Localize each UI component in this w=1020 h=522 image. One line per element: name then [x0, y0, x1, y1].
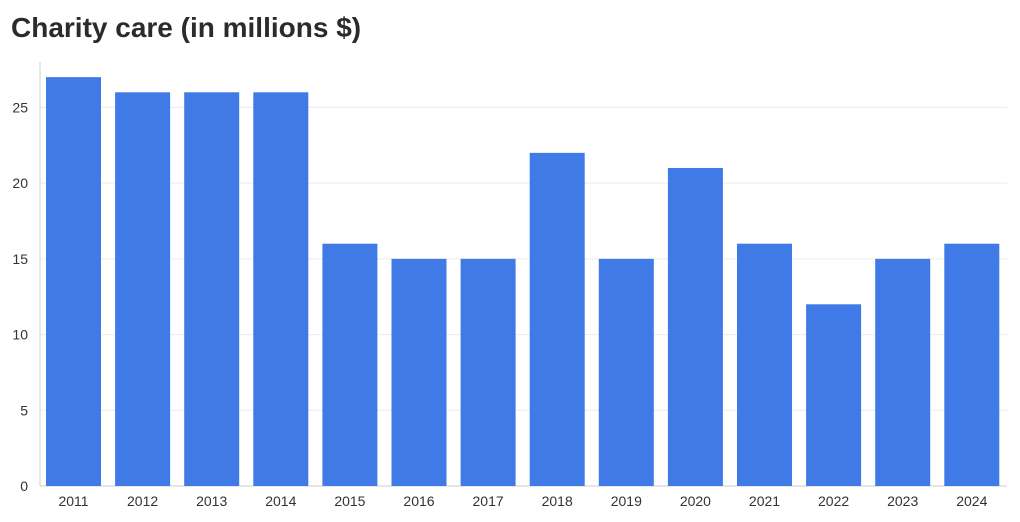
bar-2024 — [944, 243, 1000, 486]
y-tick-label-10: 10 — [12, 327, 28, 343]
x-tick-label-2016: 2016 — [403, 493, 434, 509]
bars — [46, 77, 1000, 487]
x-tick-label-2018: 2018 — [542, 493, 573, 509]
chart-title: Charity care (in millions $) — [11, 12, 362, 43]
y-tick-labels: 0 5 10 15 20 25 — [12, 99, 28, 494]
bar-2012 — [115, 92, 171, 487]
x-tick-label-2013: 2013 — [196, 493, 227, 509]
y-tick-label-0: 0 — [20, 478, 28, 494]
x-tick-label-2021: 2021 — [749, 493, 780, 509]
x-tick-label-2022: 2022 — [818, 493, 849, 509]
x-tick-label-2012: 2012 — [127, 493, 158, 509]
bar-2011 — [46, 77, 101, 487]
x-tick-label-2014: 2014 — [265, 493, 296, 509]
bar-2020 — [667, 168, 723, 486]
bar-2023 — [875, 258, 931, 486]
y-tick-label-5: 5 — [20, 402, 28, 418]
y-tick-label-15: 15 — [12, 251, 28, 267]
x-tick-label-2023: 2023 — [887, 493, 918, 509]
x-tick-label-2024: 2024 — [956, 493, 987, 509]
bar-2018 — [529, 152, 585, 486]
x-tick-label-2020: 2020 — [680, 493, 711, 509]
x-tick-label-2015: 2015 — [334, 493, 365, 509]
bar-2016 — [391, 258, 447, 486]
bar-2021 — [737, 243, 792, 486]
x-tick-label-2017: 2017 — [473, 493, 504, 509]
bar-2015 — [322, 243, 378, 486]
x-tick-label-2019: 2019 — [611, 493, 642, 509]
bar-2022 — [806, 304, 862, 486]
x-tick-labels: 2011 2012 2013 2014 2015 2016 2017 2018 2019 2020… — [58, 493, 987, 509]
bar-2019 — [598, 258, 654, 486]
x-tick-label-2011: 2011 — [58, 493, 88, 509]
bar-2013 — [184, 92, 240, 487]
y-tick-label-25: 25 — [12, 99, 28, 115]
bar-2017 — [460, 258, 516, 486]
y-tick-label-20: 20 — [12, 175, 28, 191]
bar-2014 — [253, 92, 309, 487]
